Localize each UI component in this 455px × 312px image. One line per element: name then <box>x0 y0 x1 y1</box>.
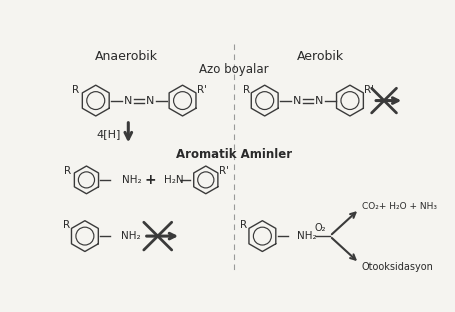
Text: R: R <box>64 166 71 176</box>
Text: Azo boyalar: Azo boyalar <box>198 63 268 76</box>
Text: N: N <box>314 95 323 105</box>
Text: NH₂: NH₂ <box>122 175 142 185</box>
Text: H₂N: H₂N <box>164 175 183 185</box>
Text: +: + <box>144 173 156 187</box>
Text: N: N <box>293 95 301 105</box>
Text: R': R' <box>218 166 228 176</box>
Text: 4[H]: 4[H] <box>96 129 120 139</box>
Text: N: N <box>146 95 154 105</box>
Text: NH₂: NH₂ <box>120 231 140 241</box>
Text: R: R <box>72 85 79 95</box>
Text: Aerobik: Aerobik <box>296 50 344 63</box>
Text: R': R' <box>364 85 374 95</box>
Text: R': R' <box>197 85 207 95</box>
Text: Anaerobik: Anaerobik <box>95 50 158 63</box>
Text: R: R <box>240 220 247 230</box>
Text: R: R <box>242 85 249 95</box>
Text: Aromatik Aminler: Aromatik Aminler <box>175 148 291 161</box>
Text: NH₂: NH₂ <box>297 231 316 241</box>
Text: CO₂+ H₂O + NH₃: CO₂+ H₂O + NH₃ <box>361 202 435 211</box>
Text: R: R <box>63 220 70 230</box>
Text: N: N <box>124 95 132 105</box>
Text: Otooksidasyon: Otooksidasyon <box>361 262 433 272</box>
Text: O₂: O₂ <box>314 223 325 233</box>
